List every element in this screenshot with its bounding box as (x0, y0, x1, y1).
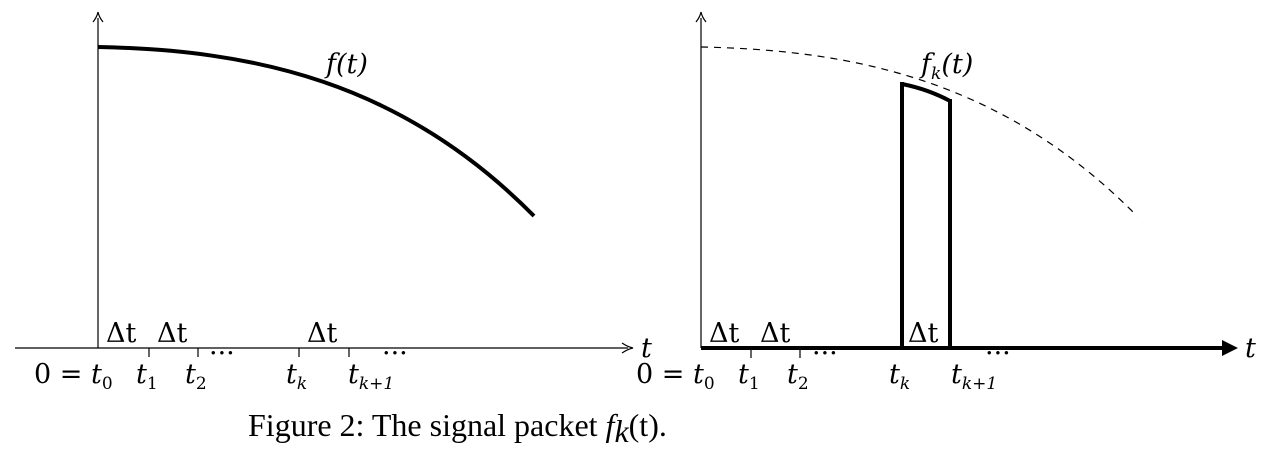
left-delta-label-3: Δt (307, 318, 337, 349)
left-panel: f(t) t Δt Δt Δt ··· ··· 0 = t0 t1 t2 tk … (15, 11, 652, 394)
left-tick-label-t2: t2 (185, 359, 207, 394)
left-tick-label-t1: t1 (136, 359, 158, 394)
left-t-axis-arrow-icon (621, 342, 634, 354)
right-packet-top (901, 82, 951, 103)
right-axis-variable: t (1245, 333, 1256, 364)
left-curve-f (97, 45, 536, 218)
right-curve-label: fk(t) (919, 49, 973, 84)
right-delta-label-2: Δt (760, 318, 790, 349)
right-y-axis-arrow-icon (695, 11, 707, 23)
right-panel: t fk(t) Δt Δt Δt ··· ··· 0 = t0 t1 t2 tk… (636, 11, 1256, 394)
right-delta-label-1: Δt (709, 318, 739, 349)
right-ellipsis-1: ··· (812, 338, 838, 369)
left-delta-label-1: Δt (106, 318, 136, 349)
left-delta-label-2: Δt (157, 318, 187, 349)
left-ellipsis-1: ··· (209, 338, 235, 369)
right-delta-label-3: Δt (908, 318, 938, 349)
right-dashed-curve-f (700, 46, 1138, 217)
right-t-axis-arrow-icon (1222, 340, 1238, 356)
figure-caption: Figure 2: The signal packet fk(t). (248, 407, 667, 449)
left-origin-label: 0 = t0 (34, 359, 113, 394)
left-y-axis-arrow-icon (92, 11, 104, 23)
right-tick-label-tk: tk (889, 359, 910, 394)
right-ellipsis-2: ··· (985, 338, 1011, 369)
right-tick-label-t1: t1 (738, 359, 760, 394)
right-tick-label-tk1: tk+1 (951, 359, 997, 394)
left-curve-label: f(t) (324, 49, 368, 80)
right-tick-label-t2: t2 (787, 359, 809, 394)
right-origin-label: 0 = t0 (636, 359, 715, 394)
left-ellipsis-2: ··· (382, 338, 408, 369)
left-axis-variable: t (641, 333, 652, 364)
left-tick-label-tk1: tk+1 (348, 359, 394, 394)
left-tick-label-tk: tk (286, 359, 307, 394)
